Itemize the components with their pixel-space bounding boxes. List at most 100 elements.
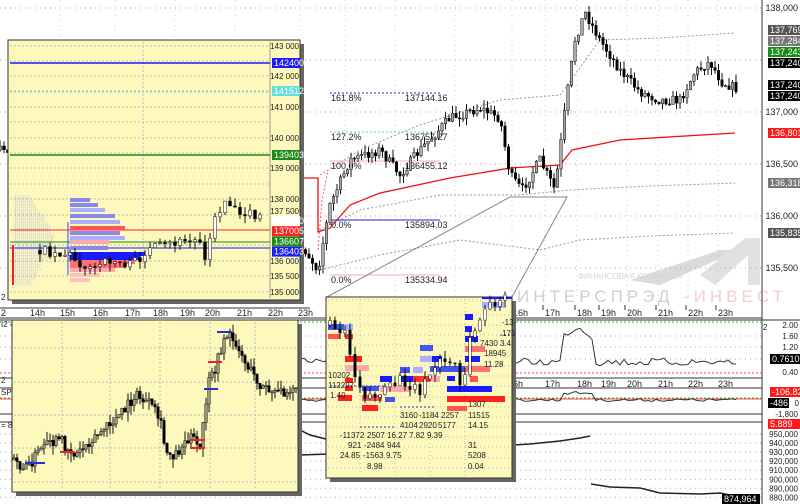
candle	[601, 33, 605, 51]
candle	[395, 160, 398, 176]
candle-body	[78, 448, 82, 453]
candle	[105, 422, 109, 437]
candle	[584, 11, 587, 21]
time-label: 23h	[298, 308, 313, 318]
candle-body	[98, 264, 102, 267]
candle-body	[183, 440, 187, 448]
inset-volume-profile[interactable]: 143 000 142 000 141 000 140 000 139 000 138 0…	[0, 39, 313, 318]
candle-body	[279, 388, 283, 392]
candle	[430, 131, 433, 142]
candle	[657, 101, 661, 105]
footprint-number: 7.82	[409, 431, 425, 440]
inset-candles[interactable]	[11, 319, 302, 496]
candle	[643, 90, 647, 98]
candle-body	[531, 172, 535, 183]
candle-body	[720, 79, 724, 87]
candle-body	[570, 60, 573, 86]
candle	[720, 72, 724, 88]
price-badge: 137,240	[770, 91, 800, 101]
fibonacci-levels[interactable]: 161.8% 137144.16 127.2% 136757.27 100.0% 1364…	[330, 92, 448, 285]
footprint-number: -11372	[340, 431, 365, 440]
profile-bar	[70, 246, 108, 250]
candle	[165, 442, 169, 456]
candle-body	[90, 442, 94, 447]
candle-body	[549, 170, 552, 179]
time-label: 23h	[718, 308, 733, 318]
candle-body	[174, 450, 178, 460]
candle-body	[207, 377, 211, 405]
footprint-number: -1563	[363, 451, 384, 460]
candle-body	[524, 184, 528, 188]
candle-body	[186, 440, 190, 444]
candle-body	[348, 329, 352, 355]
candle-body	[15, 457, 19, 462]
volume-profile-bar	[14, 213, 44, 217]
price-badge: 136,318	[770, 178, 800, 188]
time-label: 18h	[577, 308, 592, 318]
price-tick: 136,500	[765, 159, 798, 169]
candle	[478, 317, 482, 332]
candle-body	[461, 117, 465, 120]
candle-body	[447, 118, 451, 122]
candle	[710, 61, 713, 75]
volume-profile-bar	[14, 237, 53, 241]
candle-body	[156, 406, 160, 419]
footprint-cell	[420, 345, 433, 351]
candle	[153, 242, 157, 249]
price-badge: 137,240	[770, 69, 800, 79]
candle-body	[615, 59, 619, 71]
footprint-cell	[432, 356, 442, 362]
candle	[423, 136, 426, 148]
candle-body	[249, 366, 253, 370]
candle	[24, 460, 28, 470]
candle-body	[478, 319, 482, 332]
profile-bar	[70, 203, 98, 207]
candle-body	[594, 25, 598, 36]
candle-body	[363, 152, 367, 155]
footprint-cell	[328, 334, 340, 339]
candle	[447, 114, 451, 122]
candle-body	[311, 257, 314, 264]
volume-profile-bar	[14, 231, 51, 235]
price-tick: 135,500	[765, 263, 798, 273]
small-panel-badge: 5.889	[770, 419, 793, 429]
moving-average-line	[300, 132, 736, 233]
candle	[629, 67, 633, 85]
candle-body	[493, 110, 496, 116]
footprint-number: 10202	[328, 371, 351, 380]
candle	[416, 148, 419, 162]
candle	[141, 393, 145, 410]
candle-body	[81, 448, 85, 451]
candle	[129, 392, 133, 415]
footprint-cell	[362, 405, 378, 411]
candle	[21, 462, 25, 471]
candle	[294, 387, 298, 394]
candle	[63, 249, 67, 257]
candle	[633, 72, 636, 92]
candle	[75, 449, 79, 458]
footprint-cell	[413, 376, 430, 382]
footprint-number: 2507	[367, 431, 385, 440]
inset-a-badge: 142400	[274, 58, 304, 68]
candle	[276, 381, 280, 393]
candle-body	[325, 222, 328, 244]
inset-a-badge: 141512	[274, 86, 304, 96]
candle-body	[153, 404, 157, 408]
candle-body	[255, 373, 259, 384]
profile-bar	[70, 278, 90, 282]
candle	[261, 384, 265, 389]
inset-a-badge-bg	[272, 236, 300, 247]
equity-tick: 920,000	[769, 457, 798, 466]
candle	[531, 166, 535, 190]
time-label: 18h	[153, 308, 168, 318]
time-label: 18h	[577, 379, 592, 389]
candle	[42, 438, 46, 455]
candle-body	[135, 390, 139, 400]
candle	[517, 173, 521, 188]
candle-body	[213, 216, 217, 239]
candle	[178, 236, 182, 250]
candle-body	[475, 109, 479, 115]
candle-body	[458, 117, 461, 120]
